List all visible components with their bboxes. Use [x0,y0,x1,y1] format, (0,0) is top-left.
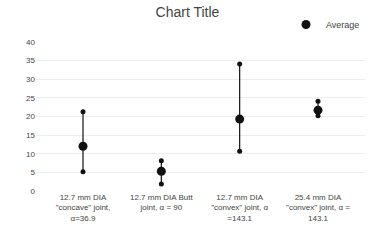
svg-text:15: 15 [26,131,35,140]
svg-text:30: 30 [26,75,35,84]
svg-text:10: 10 [26,150,35,159]
svg-text:Average: Average [326,20,359,30]
svg-text:25.4 mm DIA"convex" joint, α =: 25.4 mm DIA"convex" joint, α =143.1 [286,193,350,223]
svg-text:40: 40 [26,38,35,47]
svg-text:12.7 mm DIA"convex" joint, α=1: 12.7 mm DIA"convex" joint, α=143.1 [211,193,268,223]
svg-text:Chart Title: Chart Title [156,4,220,20]
svg-text:0: 0 [31,187,36,196]
svg-text:20: 20 [26,112,35,121]
svg-text:12.7 mm DIA Buttjoint, α = 90: 12.7 mm DIA Buttjoint, α = 90 [130,193,193,212]
svg-text:12.7 mm DIA"concave" joint,α=3: 12.7 mm DIA"concave" joint,α=36.9 [56,193,111,223]
svg-text:5: 5 [31,168,36,177]
svg-text:35: 35 [26,56,35,65]
svg-text:25: 25 [26,94,35,103]
